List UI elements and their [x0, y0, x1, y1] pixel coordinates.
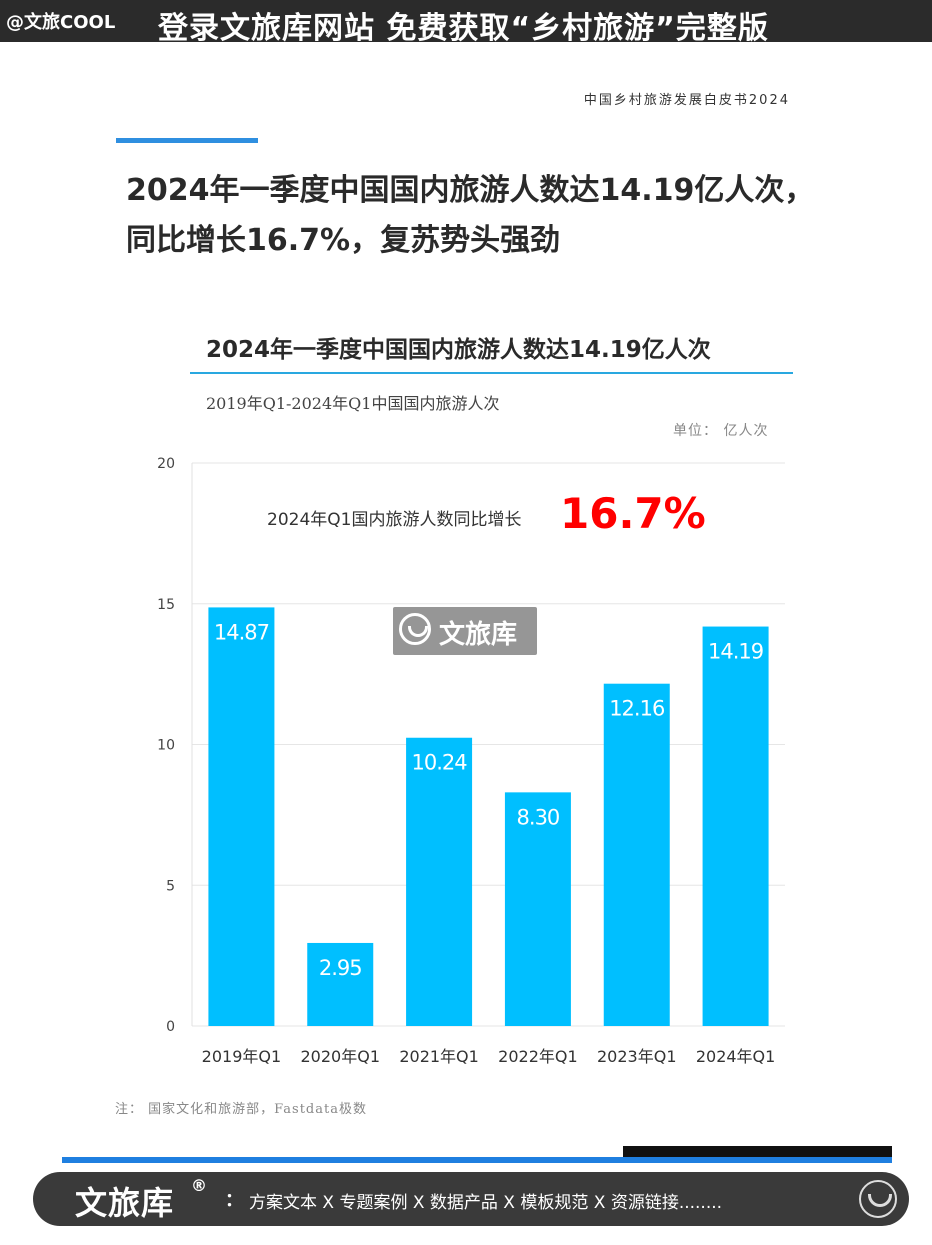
bar-value-label: 2.95 [319, 956, 362, 980]
x-tick-label: 2024年Q1 [696, 1047, 776, 1066]
chart-title-rule [190, 372, 793, 374]
x-tick-label: 2022年Q1 [498, 1047, 578, 1066]
bottom-black-rule [623, 1146, 892, 1157]
registered-mark: ® [191, 1176, 207, 1195]
bar [208, 607, 275, 1026]
x-tick-label: 2023年Q1 [597, 1047, 677, 1066]
bar-value-label: 12.16 [609, 697, 665, 721]
top-banner: @文旅COOL 登录文旅库网站 免费获取“乡村旅游”完整版 [0, 0, 932, 46]
x-tick-label: 2019年Q1 [202, 1047, 282, 1066]
bar-value-label: 10.24 [412, 751, 468, 775]
bar-layer: 14.87 2019年Q1 2.95 2020年Q1 10.24 2021年Q1 8.30 2… [202, 607, 776, 1066]
headline-line-2: 同比增长16.7%，复苏势头强劲 [126, 223, 561, 258]
bar [406, 737, 473, 1026]
account-handle: @文旅COOL [6, 12, 116, 33]
annotation-text: 2024年Q1国内旅游人数同比增长 [267, 510, 521, 530]
footer-bar[interactable]: 文旅库 ® ： 方案文本 X 专题案例 X 数据产品 X 模板规范 X 资源链接… [33, 1172, 909, 1226]
footer-brand: 文旅库 [75, 1184, 175, 1222]
bar-value-label: 14.87 [214, 620, 269, 644]
grid-layer: 0 5 10 15 20 [157, 456, 785, 1035]
headline-line-1: 2024年一季度中国国内旅游人数达14.19亿人次， [126, 173, 815, 208]
chart-unit: 单位： 亿人次 [673, 423, 769, 439]
x-tick-label: 2020年Q1 [301, 1047, 381, 1066]
bottom-blue-rule [62, 1157, 892, 1163]
chart-subtitle: 2019年Q1-2024年Q1中国国内旅游人次 [206, 394, 500, 413]
x-tick-label: 2021年Q1 [399, 1047, 479, 1066]
annotation-highlight: 16.7% [560, 489, 706, 538]
bar-value-label: 14.19 [708, 640, 763, 664]
bar [702, 626, 769, 1026]
source-note: 注： 国家文化和旅游部，Fastdata极数 [115, 1102, 367, 1117]
download-cta[interactable]: 登录文旅库网站 免费获取“乡村旅游”完整版 [158, 11, 769, 46]
bar-chart: 0 5 10 15 20 14.87 2019年Q1 2.95 2020年Q1 10.24 202… [157, 456, 785, 1066]
wenlvku-logo-icon [399, 613, 431, 645]
wenlvku-logo-icon [859, 1180, 897, 1218]
bar [603, 683, 670, 1026]
y-tick-label: 15 [157, 597, 175, 613]
book-title: 中国乡村旅游发展白皮书2024 [583, 93, 790, 108]
watermark: 文旅库 [393, 607, 537, 655]
annotation-layer: 2024年Q1国内旅游人数同比增长 16.7% [267, 489, 706, 538]
bar [307, 942, 374, 1026]
footer-links[interactable]: 方案文本 X 专题案例 X 数据产品 X 模板规范 X 资源链接........ [249, 1193, 723, 1213]
y-tick-label: 0 [166, 1019, 175, 1035]
chart-title: 2024年一季度中国国内旅游人数达14.19亿人次 [206, 337, 711, 363]
page-headline: 2024年一季度中国国内旅游人数达14.19亿人次， 同比增长16.7%，复苏势… [126, 166, 846, 266]
y-tick-label: 20 [157, 456, 175, 472]
footer-colon: ： [225, 1190, 243, 1211]
bar-value-label: 8.30 [517, 805, 560, 829]
bar [504, 792, 571, 1026]
y-tick-label: 5 [166, 878, 175, 894]
accent-line [116, 138, 258, 143]
watermark-text: 文旅库 [439, 620, 518, 650]
y-tick-label: 10 [157, 738, 175, 754]
